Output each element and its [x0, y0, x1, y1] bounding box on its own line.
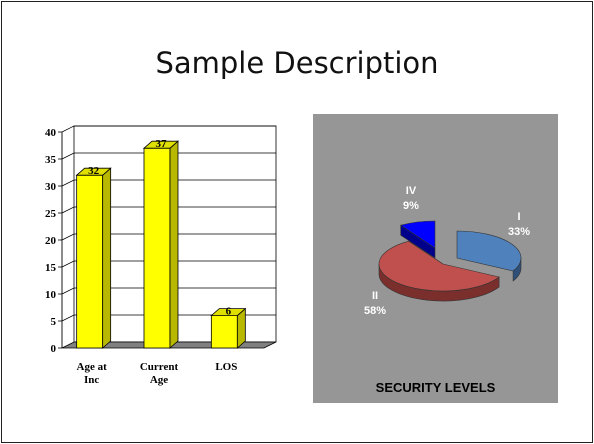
pie-chart: I 33% II 58% IV 9% — [364, 185, 530, 317]
x-tick-label: Inc — [84, 374, 99, 386]
y-tick-label: 40 — [45, 127, 57, 139]
bar-data-label: 32 — [88, 165, 100, 177]
bar-side — [102, 167, 112, 349]
bar-top — [142, 140, 180, 149]
y-tick-label: 5 — [51, 316, 57, 328]
gridline — [61, 125, 276, 133]
pie-slice — [456, 230, 522, 272]
slide-title: Sample Description — [155, 46, 439, 80]
x-tick-label: Current — [140, 361, 179, 373]
y-tick-label: 20 — [45, 235, 57, 247]
bar — [210, 315, 238, 349]
bar — [143, 147, 171, 349]
bar-top — [75, 167, 112, 176]
pie-chart-title: SECURITY LEVELS — [375, 380, 496, 395]
x-tick-label: LOS — [215, 361, 237, 373]
gridline — [61, 287, 276, 295]
gridline — [61, 179, 276, 187]
gridline — [61, 260, 276, 268]
gridline — [61, 233, 276, 241]
pie-slice — [378, 240, 500, 292]
pie-slice-label: IV — [406, 185, 417, 197]
y-tick-label: 35 — [45, 154, 57, 166]
pie-slice-percent: 9% — [403, 200, 419, 212]
gridline — [61, 206, 276, 214]
y-tick-label: 25 — [45, 208, 57, 220]
pie-chart-panel: I 33% II 58% IV 9% SECURITY LEVELS — [313, 114, 558, 403]
bar-data-label: 6 — [226, 306, 232, 318]
bar-side — [169, 140, 179, 349]
bar — [76, 174, 104, 349]
pie-slice — [399, 220, 436, 249]
x-tick-label: Age at — [77, 361, 108, 373]
pie-slice-label: I — [517, 211, 520, 223]
pie-slice-percent: 33% — [508, 226, 530, 238]
gridline — [61, 152, 276, 160]
y-tick-label: 0 — [51, 343, 57, 355]
bar-data-label: 37 — [156, 138, 168, 150]
gridline — [61, 314, 276, 322]
y-tick-label: 15 — [45, 262, 57, 274]
pie-slice-label: II — [372, 290, 378, 302]
bar-top — [210, 308, 247, 317]
pie-slice-percent: 58% — [364, 305, 386, 317]
x-tick-label: Age — [150, 374, 168, 386]
y-tick-label: 10 — [45, 289, 57, 301]
y-tick-label: 30 — [45, 181, 57, 193]
